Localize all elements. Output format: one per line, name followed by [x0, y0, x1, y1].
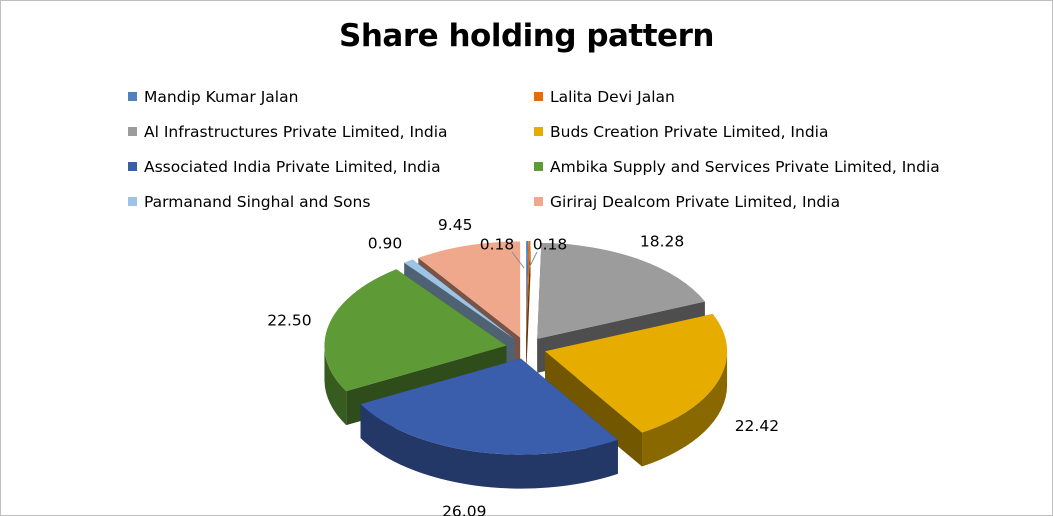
legend-swatch [534, 127, 543, 136]
data-label: 0.18 [480, 236, 515, 254]
legend-label: Al Infrastructures Private Limited, Indi… [144, 123, 448, 141]
legend-label: Mandip Kumar Jalan [144, 88, 299, 106]
pie-slice [526, 241, 529, 338]
data-label: 9.45 [438, 216, 473, 234]
legend-label: Buds Creation Private Limited, India [550, 123, 829, 141]
pie-slice [418, 241, 521, 338]
data-label: 0.90 [368, 234, 403, 252]
pie-slice [545, 313, 728, 433]
pie-slice [360, 358, 618, 455]
pie-slice [404, 259, 515, 340]
data-label: 0.18 [533, 236, 568, 254]
pie-slice [526, 241, 531, 338]
data-label: 22.42 [735, 417, 779, 435]
legend-swatch [128, 92, 137, 101]
pie-slice [324, 269, 507, 392]
legend-label: Ambika Supply and Services Private Limit… [550, 158, 940, 176]
legend-label: Associated India Private Limited, India [144, 158, 441, 176]
chart-title: Share holding pattern [339, 18, 714, 54]
legend-label: Parmanand Singhal and Sons [144, 193, 371, 211]
leader-line [528, 251, 538, 269]
data-label: 18.28 [640, 233, 684, 251]
pie-slice [537, 242, 705, 339]
data-label: 22.50 [267, 311, 311, 329]
legend-swatch [128, 197, 137, 206]
legend-label: Lalita Devi Jalan [550, 88, 675, 106]
legend-swatch [128, 162, 137, 171]
legend-swatch [534, 162, 543, 171]
legend-swatch [534, 92, 543, 101]
legend-swatch [128, 127, 137, 136]
leader-line [511, 251, 525, 269]
legend-label: Giriraj Dealcom Private Limited, India [550, 193, 841, 211]
legend-swatch [534, 197, 543, 206]
data-label: 26.09 [442, 502, 486, 516]
